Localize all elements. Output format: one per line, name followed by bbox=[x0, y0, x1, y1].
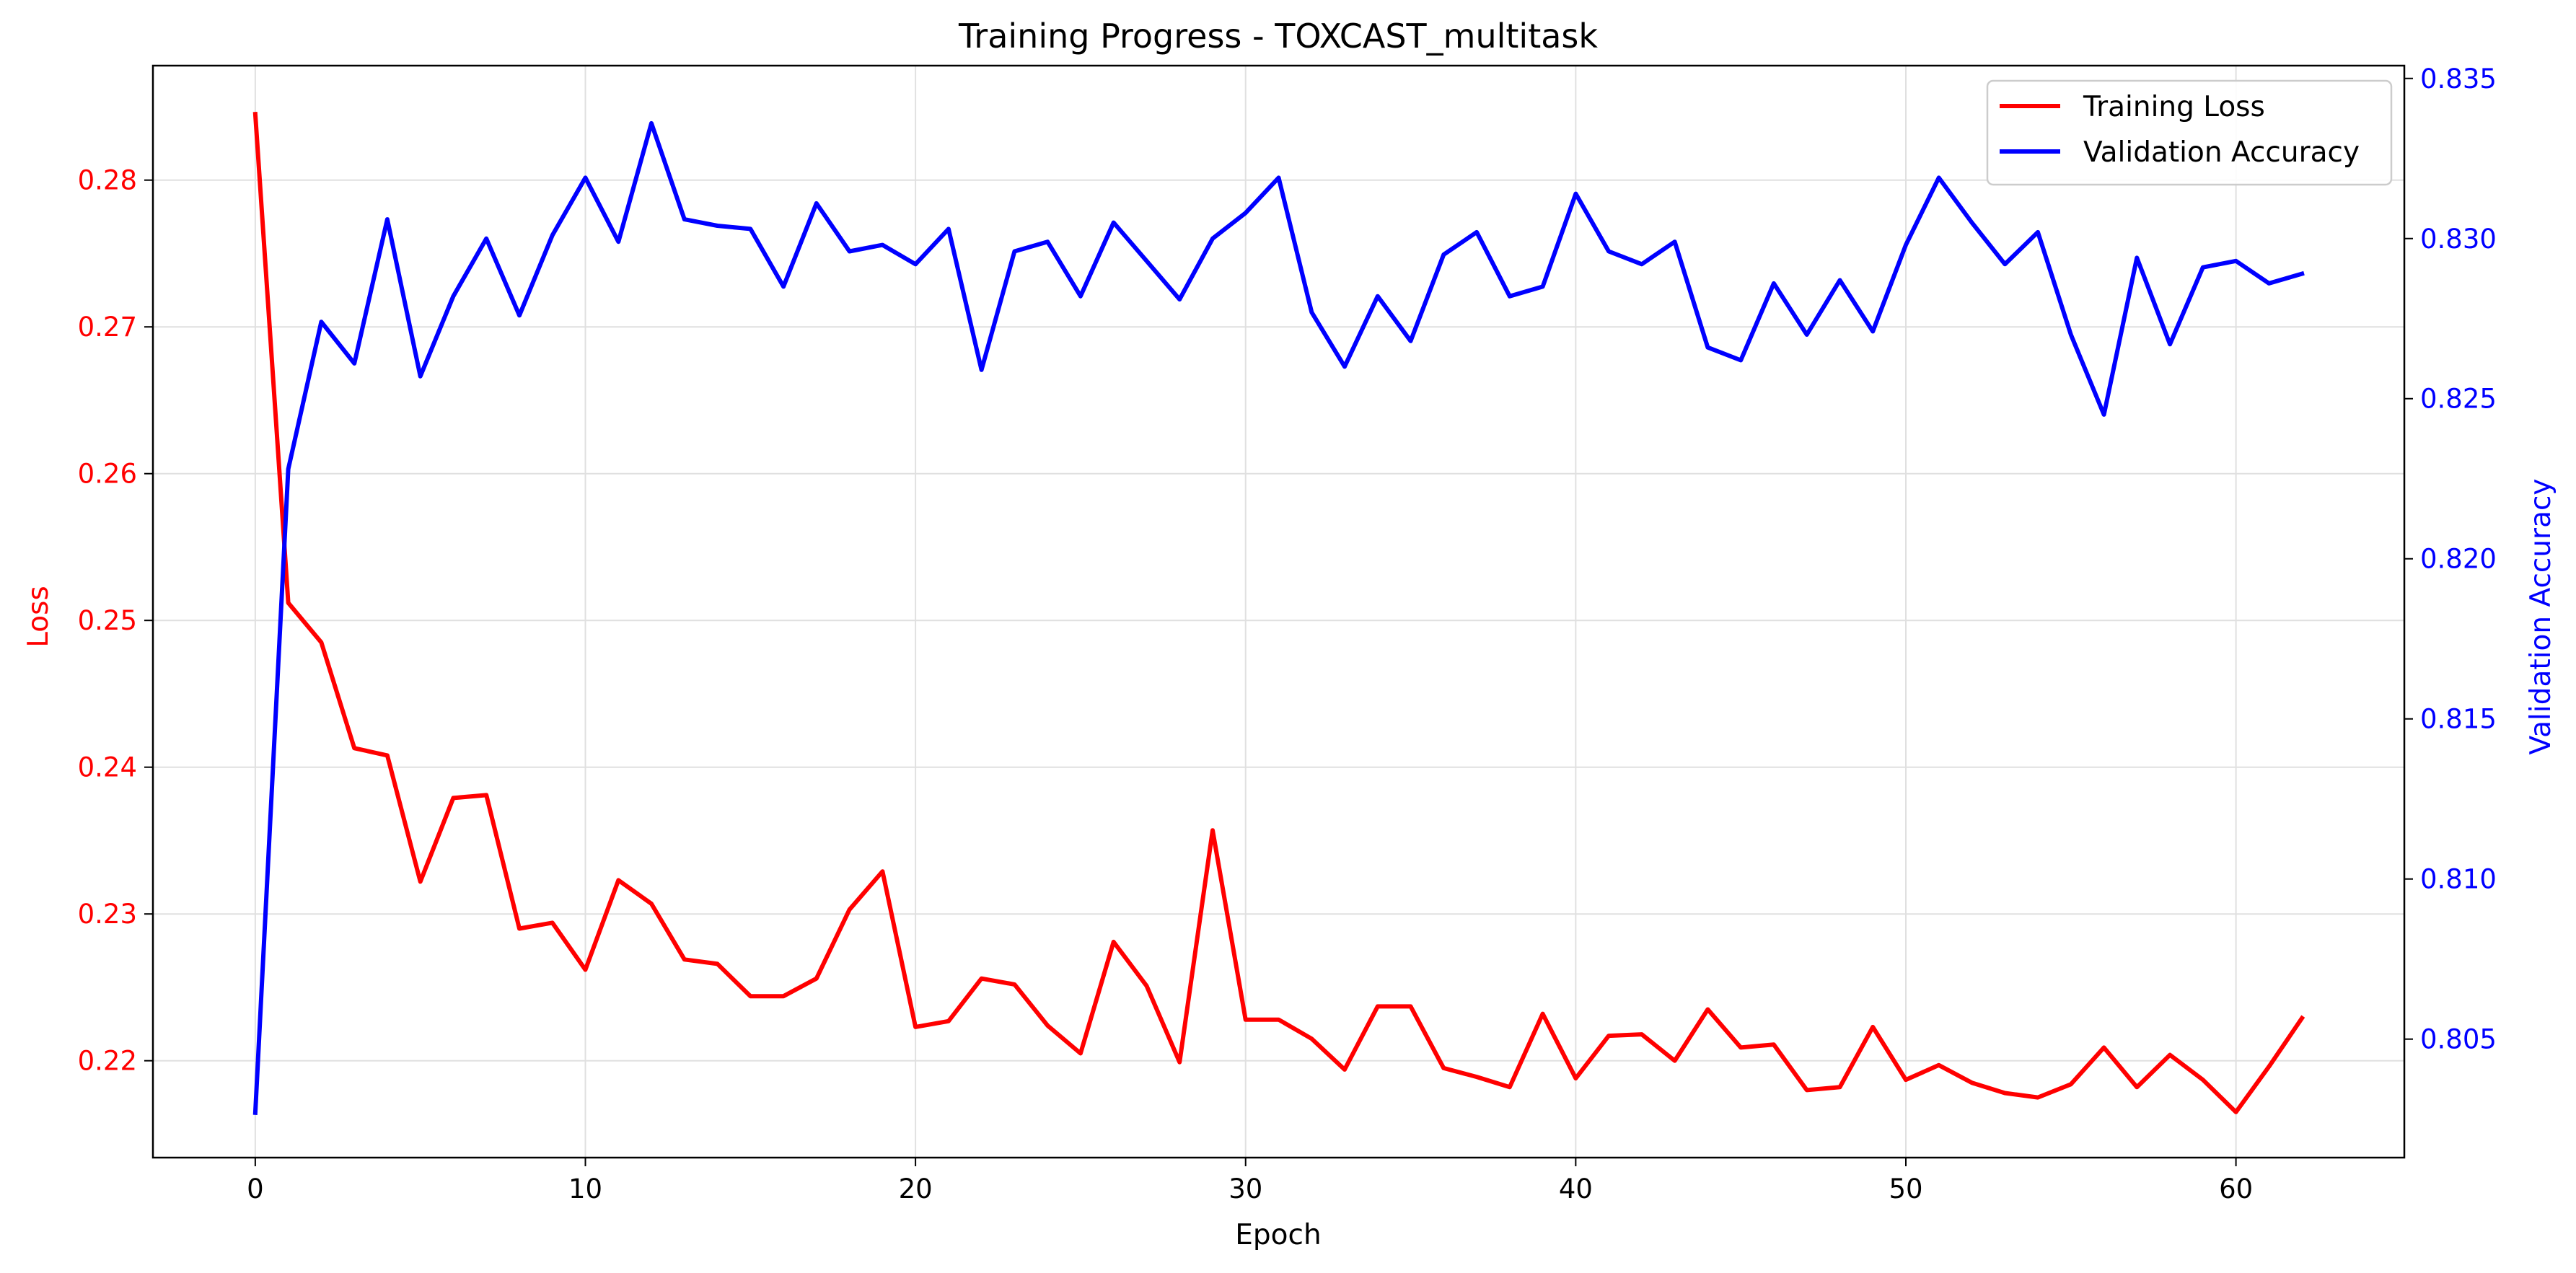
y-left-tick-label: 0.28 bbox=[78, 165, 137, 196]
x-tick-label: 40 bbox=[1559, 1173, 1593, 1204]
series-line-training-loss bbox=[252, 112, 2305, 1114]
axis-ticks: 0 10 20 30 40 50 60 0.22 0.23 0.24 0.25 0.26 0.27 0.2… bbox=[78, 63, 2497, 1204]
y-right-tick-label: 0.805 bbox=[2420, 1024, 2497, 1055]
x-tick-label: 60 bbox=[2219, 1173, 2253, 1204]
x-tick-label: 0 bbox=[247, 1173, 264, 1204]
y-right-tick-label: 0.815 bbox=[2420, 704, 2497, 735]
y-right-tick-label: 0.820 bbox=[2420, 544, 2497, 575]
x-tick-label: 20 bbox=[899, 1173, 933, 1204]
y-right-tick-label: 0.810 bbox=[2420, 864, 2497, 895]
legend-label-accuracy: Validation Accuracy bbox=[2083, 136, 2360, 169]
x-tick-label: 50 bbox=[1889, 1173, 1922, 1204]
legend: Training Loss Validation Accuracy bbox=[1986, 79, 2393, 186]
y-right-tick-label: 0.830 bbox=[2420, 224, 2497, 255]
y-left-tick-label: 0.26 bbox=[78, 459, 137, 490]
y-left-tick-label: 0.24 bbox=[78, 752, 137, 783]
series-line-validation-accuracy bbox=[252, 120, 2305, 1115]
chart-title: Training Progress - TOXCAST_multitask bbox=[958, 17, 1598, 56]
series-lines bbox=[252, 112, 2305, 1115]
y-left-tick-label: 0.27 bbox=[78, 312, 137, 343]
plot-frame bbox=[151, 64, 2406, 1159]
y-left-tick-label: 0.25 bbox=[78, 605, 137, 636]
x-tick-label: 30 bbox=[1228, 1173, 1262, 1204]
y-left-tick-label: 0.22 bbox=[78, 1046, 137, 1077]
y-axis-right-title: Validation Accuracy bbox=[2525, 478, 2557, 754]
x-axis-title: Epoch bbox=[1235, 1219, 1321, 1251]
legend-box bbox=[1986, 79, 2393, 186]
y-left-tick-label: 0.23 bbox=[78, 899, 137, 930]
y-right-tick-label: 0.835 bbox=[2420, 63, 2497, 94]
legend-label-loss: Training Loss bbox=[2083, 91, 2265, 123]
y-axis-left-title: Loss bbox=[22, 586, 55, 648]
x-tick-label: 10 bbox=[568, 1173, 602, 1204]
y-right-tick-label: 0.825 bbox=[2420, 384, 2497, 415]
